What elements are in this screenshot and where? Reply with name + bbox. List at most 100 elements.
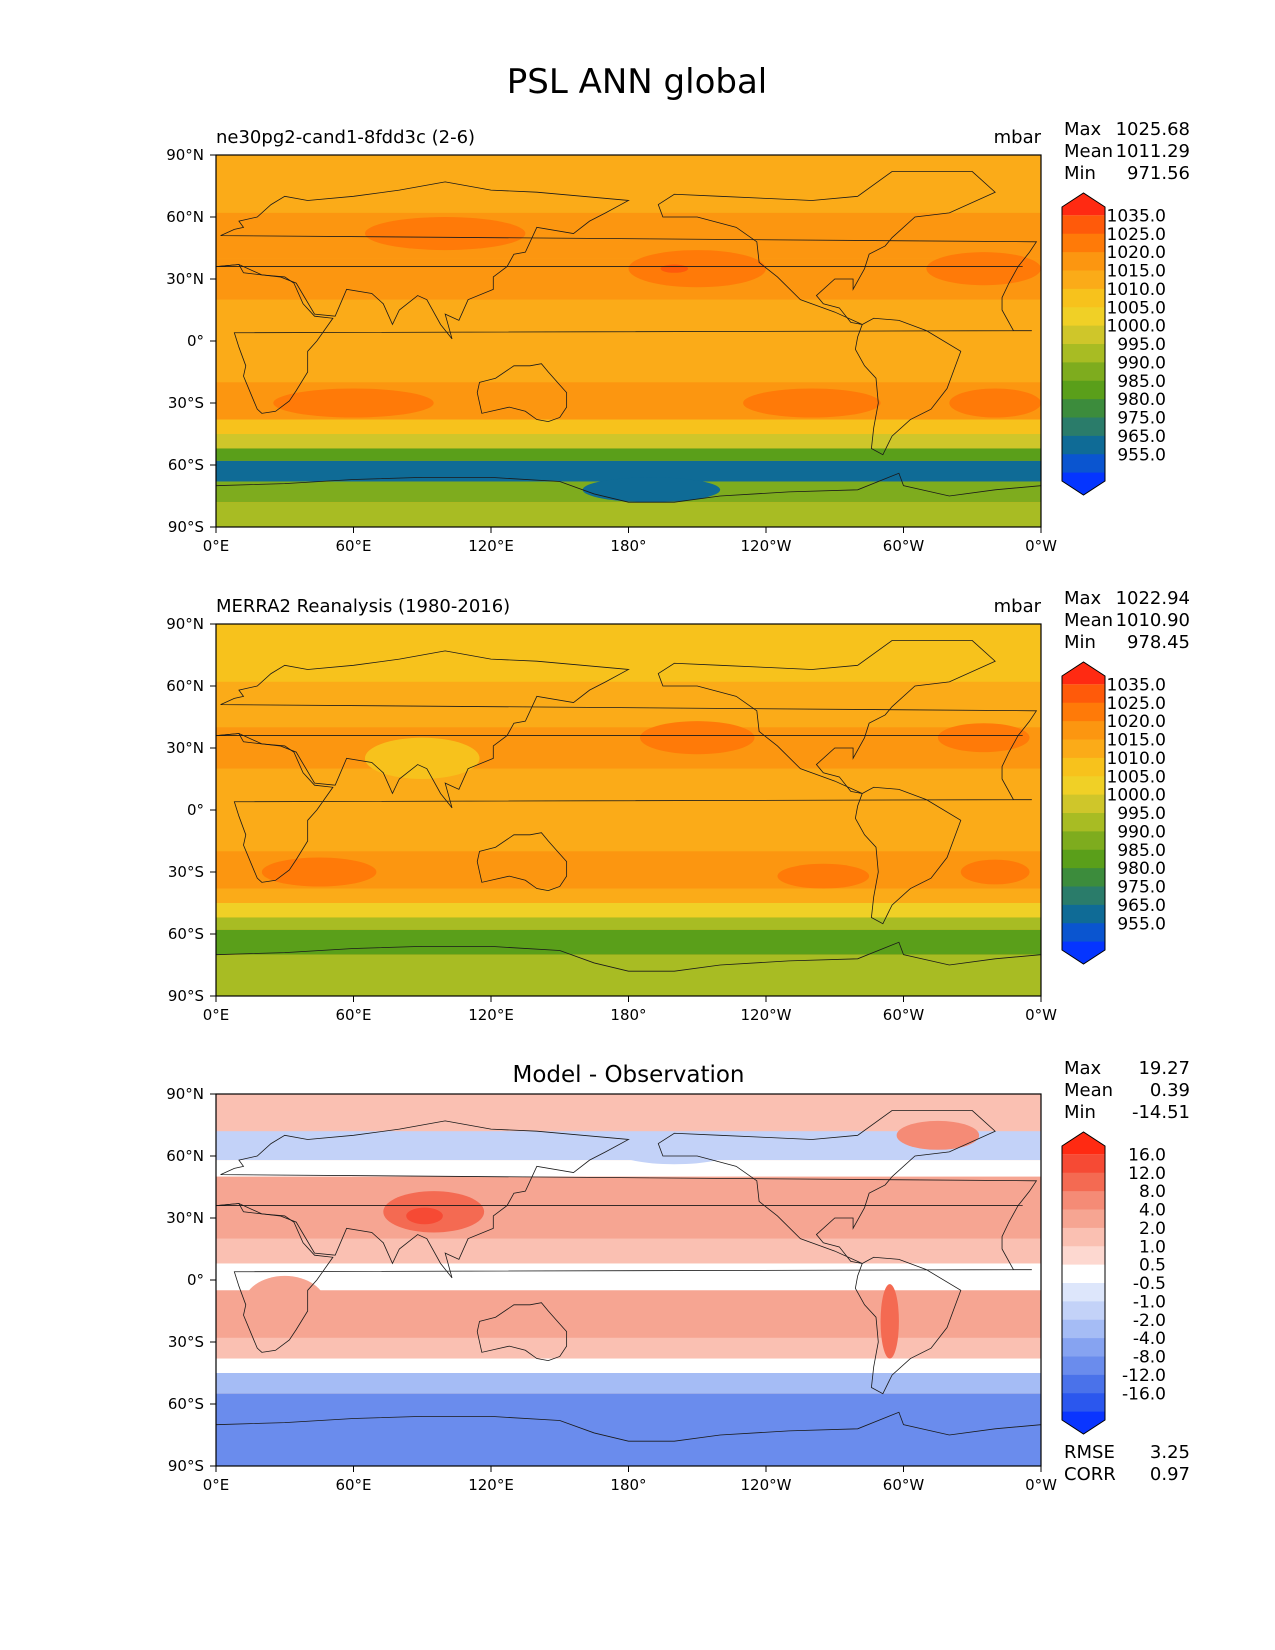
field-band bbox=[216, 727, 1041, 769]
colorbar-extend-max bbox=[1062, 193, 1105, 216]
field-contour bbox=[617, 1139, 732, 1165]
field-band bbox=[216, 1290, 1041, 1338]
coastline bbox=[476, 832, 568, 892]
colorbar-segment bbox=[1062, 813, 1105, 832]
panel-title: Model - Observation bbox=[512, 1062, 744, 1088]
panel-units: mbar bbox=[994, 596, 1042, 617]
field-contour bbox=[896, 1120, 980, 1150]
colorbar-segment bbox=[1062, 1264, 1105, 1284]
colorbar-segment bbox=[1062, 739, 1105, 759]
field-band bbox=[216, 888, 1041, 903]
panel-diff: 90°N 60°N 30°N 0° 30°S 60°S 90°S0°E 60°E 120°E 18… bbox=[166, 1058, 1190, 1494]
colorbar-segment bbox=[1062, 435, 1105, 455]
coastline bbox=[216, 733, 1032, 883]
colorbar-level-label: 1020.0 bbox=[1107, 243, 1166, 263]
lon-tick-label: 180° bbox=[610, 537, 646, 555]
stat-label: Max bbox=[1064, 1058, 1102, 1079]
figure-title: PSL ANN global bbox=[507, 62, 767, 102]
lon-tick-label: 0°E bbox=[203, 537, 230, 555]
field-contour bbox=[273, 388, 434, 418]
lat-tick-label: 60°N bbox=[166, 208, 204, 226]
lon-tick-label: 120°W bbox=[741, 1006, 792, 1024]
panel-left-label: MERRA2 Reanalysis (1980-2016) bbox=[216, 596, 510, 617]
colorbar-level-label: -12.0 bbox=[1122, 1366, 1166, 1386]
lat-tick-label: 60°N bbox=[166, 1147, 204, 1165]
lon-tick-label: 60°E bbox=[335, 537, 371, 555]
colorbar-level-label: 1035.0 bbox=[1107, 206, 1166, 226]
field-band bbox=[216, 1263, 1041, 1291]
lat-tick-label: 90°S bbox=[168, 987, 204, 1005]
lon-tick-label: 120°W bbox=[741, 1476, 792, 1494]
lon-tick-label: 180° bbox=[610, 1476, 646, 1494]
colorbar-extend-max bbox=[1062, 662, 1105, 685]
colorbar-segment bbox=[1062, 1319, 1105, 1339]
field-contour bbox=[406, 1207, 443, 1225]
colorbar-segment bbox=[1062, 1283, 1105, 1302]
coastline bbox=[216, 941, 1041, 996]
field-band bbox=[216, 917, 1041, 930]
colorbar-level-label: -4.0 bbox=[1133, 1329, 1166, 1349]
colorbar-level-label: 0.5 bbox=[1139, 1256, 1166, 1276]
stat-label: Min bbox=[1064, 163, 1096, 184]
stat-label: Mean bbox=[1064, 610, 1113, 631]
colorbar-level-label: 995.0 bbox=[1117, 804, 1166, 824]
field-contour bbox=[949, 388, 1041, 418]
lat-tick-label: 90°N bbox=[166, 615, 204, 633]
colorbar-segment bbox=[1062, 1209, 1105, 1229]
footer-stat-value: 0.97 bbox=[1150, 1464, 1190, 1485]
colorbar-extend-min bbox=[1062, 941, 1105, 964]
field-band bbox=[216, 1373, 1041, 1394]
colorbar-level-label: 16.0 bbox=[1128, 1145, 1166, 1165]
colorbar-segment bbox=[1062, 1172, 1105, 1192]
field-band bbox=[216, 1160, 1041, 1177]
coastline bbox=[216, 264, 1032, 414]
field-band bbox=[216, 502, 1041, 527]
lat-tick-label: 0° bbox=[187, 1271, 204, 1289]
colorbar-level-label: 8.0 bbox=[1139, 1182, 1166, 1202]
colorbar-segment bbox=[1062, 344, 1105, 363]
colorbar-segment bbox=[1062, 721, 1105, 740]
colorbar-segment bbox=[1062, 886, 1105, 906]
lon-tick-label: 60°W bbox=[883, 537, 925, 555]
stat-label: Max bbox=[1064, 119, 1102, 140]
coastline bbox=[476, 1302, 568, 1362]
colorbar-level-label: 1015.0 bbox=[1107, 731, 1166, 751]
stat-value: 1011.29 bbox=[1116, 141, 1190, 162]
colorbar-level-label: 1035.0 bbox=[1107, 675, 1166, 695]
colorbar-outline bbox=[1061, 661, 1106, 965]
colorbar-segment bbox=[1062, 399, 1105, 418]
colorbar-segment bbox=[1062, 1374, 1105, 1394]
footer-stat-label: CORR bbox=[1064, 1464, 1116, 1485]
colorbar-level-label: -2.0 bbox=[1133, 1311, 1166, 1331]
lat-tick-label: 90°N bbox=[166, 1085, 204, 1103]
map-field-diff bbox=[216, 1094, 1041, 1466]
colorbar-level-label: 2.0 bbox=[1139, 1219, 1166, 1239]
field-band bbox=[216, 1094, 1041, 1132]
field-band bbox=[216, 1358, 1041, 1373]
stat-label: Max bbox=[1064, 588, 1102, 609]
colorbar-segment bbox=[1062, 233, 1105, 253]
colorbar-segment bbox=[1062, 702, 1105, 722]
map-field-test bbox=[216, 155, 1041, 527]
colorbar-segment bbox=[1062, 325, 1105, 345]
lat-tick-label: 0° bbox=[187, 332, 204, 350]
colorbar-outline bbox=[1061, 192, 1106, 496]
field-contour bbox=[582, 477, 721, 503]
lon-tick-label: 60°W bbox=[883, 1476, 925, 1494]
colorbar-test: 1035.01025.01020.01015.01010.01005.01000… bbox=[1061, 192, 1166, 496]
colorbar-extend-min bbox=[1062, 1411, 1105, 1434]
colorbar-segment bbox=[1062, 1301, 1105, 1321]
colorbar-level-label: 980.0 bbox=[1117, 859, 1166, 879]
field-contour bbox=[660, 264, 689, 273]
colorbar-level-label: 965.0 bbox=[1117, 427, 1166, 447]
lon-tick-label: 60°E bbox=[335, 1476, 371, 1494]
field-contour bbox=[880, 1284, 899, 1359]
colorbar-level-label: 965.0 bbox=[1117, 896, 1166, 916]
colorbar-level-label: -8.0 bbox=[1133, 1348, 1166, 1368]
field-contour bbox=[628, 250, 766, 288]
colorbar-level-label: 1005.0 bbox=[1107, 767, 1166, 787]
panel-units: mbar bbox=[994, 127, 1042, 148]
lat-tick-label: 30°S bbox=[168, 1333, 204, 1351]
lat-tick-label: 90°S bbox=[168, 1457, 204, 1475]
